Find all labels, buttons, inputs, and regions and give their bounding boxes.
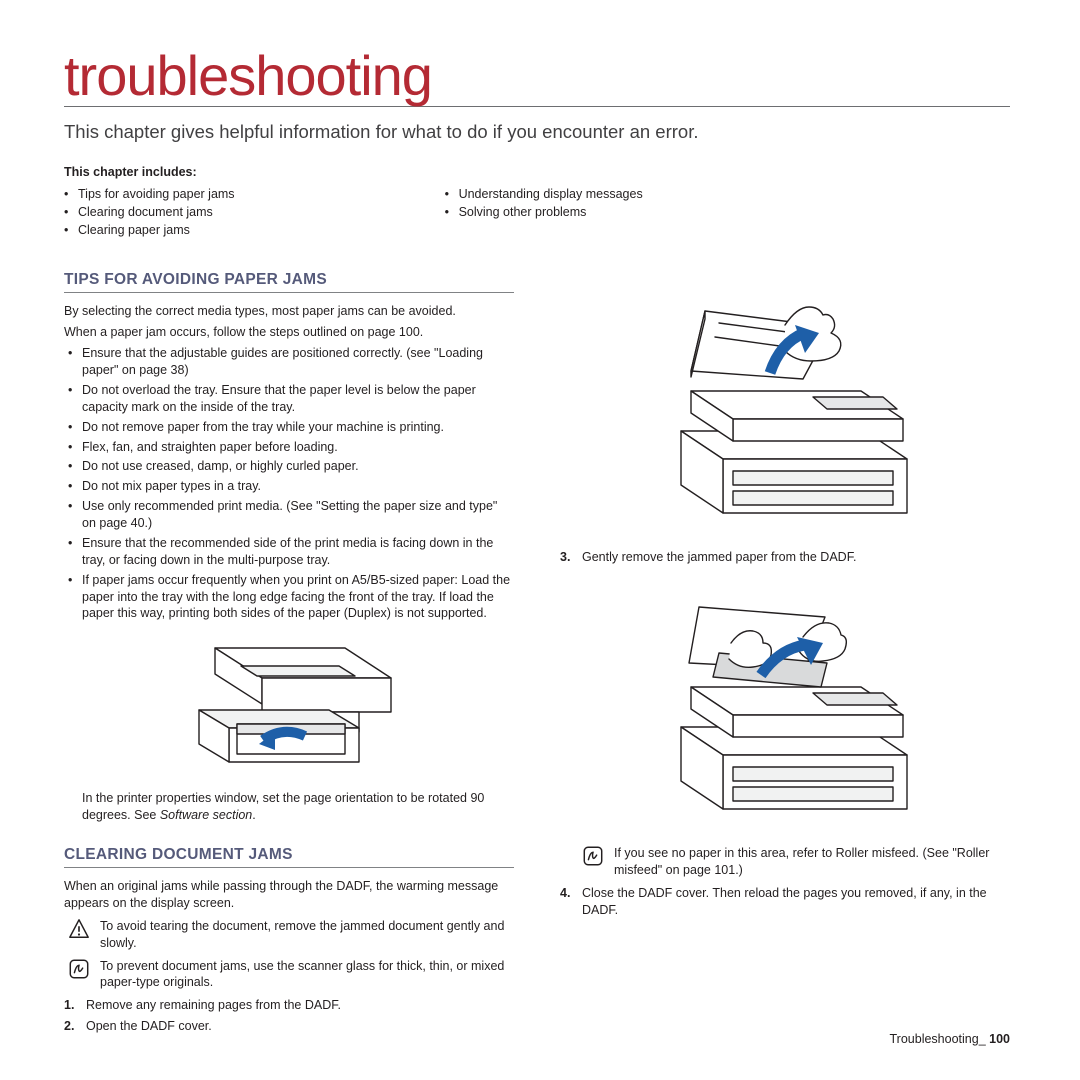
note-icon	[68, 958, 90, 980]
doc-jams-steps-cont2: Close the DADF cover. Then reload the pa…	[560, 885, 1010, 920]
page-footer: Troubleshooting_ 100	[890, 1032, 1010, 1046]
includes-item: Clearing paper jams	[64, 221, 235, 239]
info-text: To prevent document jams, use the scanne…	[100, 958, 514, 992]
includes-label: This chapter includes:	[64, 165, 1010, 179]
includes-item: Clearing document jams	[64, 203, 235, 221]
includes-item: Solving other problems	[445, 203, 643, 221]
step-item: Remove any remaining pages from the DADF…	[86, 997, 514, 1015]
includes-list-left: Tips for avoiding paper jams Clearing do…	[64, 185, 235, 239]
doc-jams-steps-cont: Gently remove the jammed paper from the …	[560, 549, 1010, 567]
warning-icon	[68, 918, 90, 940]
warning-text: To avoid tearing the document, remove th…	[100, 918, 514, 952]
note-icon	[582, 845, 604, 867]
printer-tray-figure	[159, 632, 419, 782]
step-item: Close the DADF cover. Then reload the pa…	[582, 885, 1010, 920]
left-column: TIPS FOR AVOIDING PAPER JAMS By selectin…	[64, 271, 514, 1038]
text: In the printer properties window, set th…	[82, 791, 484, 822]
step-item: Open the DADF cover.	[86, 1018, 514, 1036]
includes-list-right: Understanding display messages Solving o…	[445, 185, 643, 239]
list-item: Do not remove paper from the tray while …	[82, 419, 514, 436]
right-column: Gently remove the jammed paper from the …	[560, 271, 1010, 1038]
chapter-intro: This chapter gives helpful information f…	[64, 121, 1010, 143]
text-italic: Software section	[160, 808, 252, 822]
text: .	[252, 808, 255, 822]
list-item: Flex, fan, and straighten paper before l…	[82, 439, 514, 456]
tips-lead: By selecting the correct media types, mo…	[64, 303, 514, 320]
info-note: To prevent document jams, use the scanne…	[64, 958, 514, 992]
chapter-includes: This chapter includes: Tips for avoiding…	[64, 165, 1010, 239]
doc-jams-steps: Remove any remaining pages from the DADF…	[64, 997, 514, 1035]
remove-paper-figure	[635, 577, 935, 837]
list-item: If paper jams occur frequently when you …	[82, 572, 514, 623]
warning-note: To avoid tearing the document, remove th…	[64, 918, 514, 952]
info-note: If you see no paper in this area, refer …	[560, 845, 1010, 879]
clearing-doc-jams-heading: CLEARING DOCUMENT JAMS	[64, 846, 514, 868]
tips-list: Ensure that the adjustable guides are po…	[64, 345, 514, 622]
chapter-title: troubleshooting	[64, 48, 1010, 104]
includes-item: Understanding display messages	[445, 185, 643, 203]
tips-post-figure: In the printer properties window, set th…	[64, 790, 514, 824]
open-dadf-figure	[635, 281, 935, 541]
list-item: Use only recommended print media. (See "…	[82, 498, 514, 532]
footer-page: 100	[989, 1032, 1010, 1046]
tips-heading: TIPS FOR AVOIDING PAPER JAMS	[64, 271, 514, 293]
list-item: Do not mix paper types in a tray.	[82, 478, 514, 495]
list-item: Do not overload the tray. Ensure that th…	[82, 382, 514, 416]
list-item: Ensure that the recommended side of the …	[82, 535, 514, 569]
body-columns: TIPS FOR AVOIDING PAPER JAMS By selectin…	[64, 271, 1010, 1038]
tips-lead: When a paper jam occurs, follow the step…	[64, 324, 514, 341]
list-item: Do not use creased, damp, or highly curl…	[82, 458, 514, 475]
includes-item: Tips for avoiding paper jams	[64, 185, 235, 203]
list-item: Ensure that the adjustable guides are po…	[82, 345, 514, 379]
info-text: If you see no paper in this area, refer …	[614, 845, 1010, 879]
doc-jams-lead: When an original jams while passing thro…	[64, 878, 514, 912]
step-item: Gently remove the jammed paper from the …	[582, 549, 1010, 567]
footer-section: Troubleshooting_	[890, 1032, 986, 1046]
